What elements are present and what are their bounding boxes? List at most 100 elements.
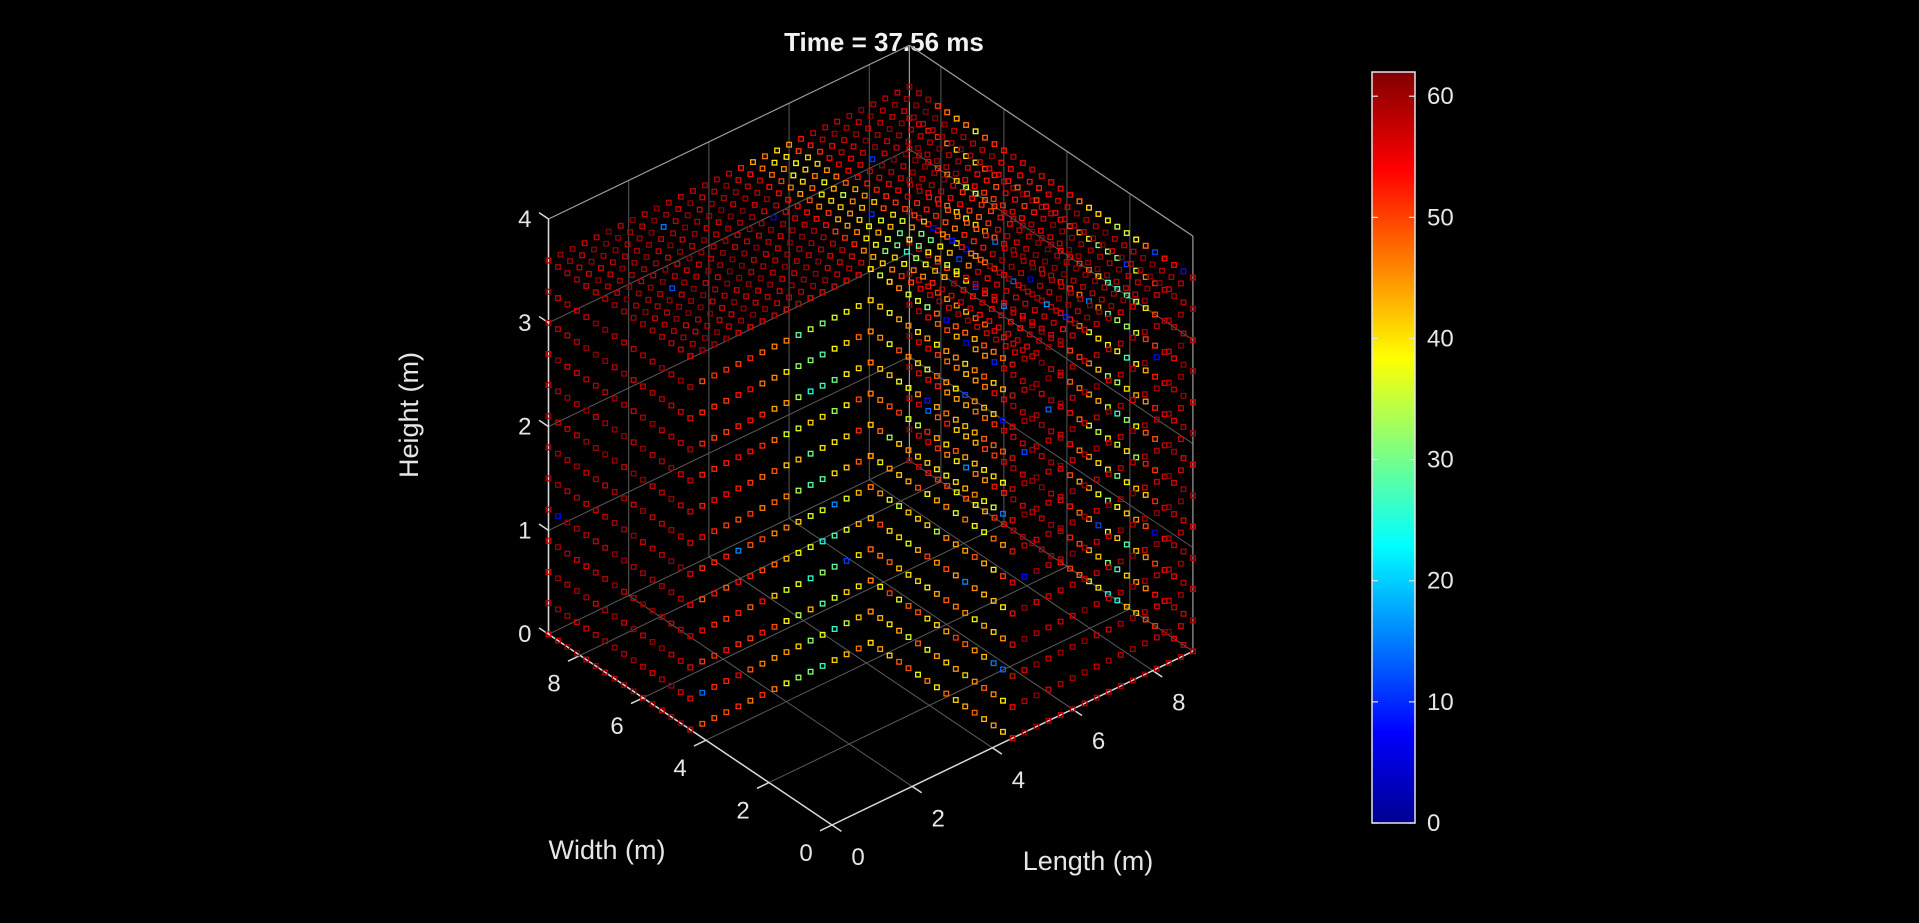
data-point: [924, 151, 931, 158]
data-point: [771, 499, 778, 506]
data-point: [771, 159, 778, 166]
data-point: [977, 256, 984, 263]
data-point: [943, 410, 950, 417]
data-point: [762, 153, 768, 160]
data-point: [1057, 497, 1064, 503]
data-point: [1097, 253, 1104, 260]
data-point: [1133, 454, 1140, 461]
data-point: [583, 376, 590, 383]
data-point: [905, 665, 912, 672]
data-point: [1014, 184, 1021, 191]
x-tick: [911, 785, 923, 794]
data-point: [969, 293, 976, 300]
data-point: [695, 316, 701, 323]
data-point: [645, 296, 652, 303]
data-point: [884, 138, 891, 145]
data-point: [1000, 490, 1007, 496]
chart-title: Time = 37.56 ms: [784, 27, 984, 57]
data-point: [583, 469, 590, 476]
data-point: [630, 470, 637, 477]
data-point: [932, 267, 939, 274]
data-point: [870, 101, 877, 108]
data-point: [1021, 355, 1028, 362]
data-point: [830, 185, 837, 192]
data-point: [1008, 263, 1015, 270]
data-point: [677, 440, 684, 446]
data-point: [630, 595, 637, 601]
data-point: [621, 370, 628, 377]
data-point: [684, 212, 691, 219]
data-point: [707, 255, 714, 262]
data-point: [854, 174, 861, 181]
data-point: [668, 558, 675, 565]
data-point: [783, 618, 790, 624]
data-point: [706, 212, 713, 219]
data-point: [681, 279, 688, 286]
data-point: [915, 245, 922, 252]
data-point: [717, 262, 724, 269]
data-point: [1029, 415, 1036, 422]
data-point: [972, 315, 979, 322]
data-point: [759, 411, 766, 418]
data-point: [795, 394, 802, 401]
data-point: [1033, 381, 1040, 387]
data-point: [622, 253, 628, 260]
data-point: [747, 324, 754, 330]
data-point: [653, 205, 660, 212]
data-point: [564, 332, 571, 339]
data-point: [925, 96, 932, 103]
data-point: [1095, 584, 1102, 591]
data-point: [1081, 482, 1088, 489]
data-point: [915, 370, 922, 377]
data-point: [933, 559, 940, 566]
data-point: [807, 637, 814, 644]
data-point: [1153, 665, 1160, 672]
data-point: [621, 526, 628, 533]
data-point: [711, 434, 718, 441]
data-point: [1009, 704, 1016, 710]
data-point: [1069, 394, 1076, 401]
data-point: [1076, 198, 1083, 205]
data-point: [1104, 272, 1110, 279]
data-point: [1000, 202, 1006, 209]
data-point: [915, 515, 921, 522]
data-point: [668, 682, 675, 689]
data-point: [988, 153, 995, 160]
data-point: [1123, 292, 1130, 299]
data-point: [677, 346, 684, 353]
data-point: [1153, 634, 1160, 641]
data-point: [727, 213, 734, 220]
data-point: [939, 286, 945, 293]
data-point: [990, 629, 997, 635]
data-point: [855, 521, 862, 527]
data-point: [1009, 517, 1016, 524]
data-point: [990, 348, 997, 355]
data-point: [1093, 694, 1100, 701]
data-point: [1152, 498, 1159, 505]
data-point: [564, 612, 571, 619]
data-point: [735, 329, 742, 336]
data-point: [611, 457, 618, 464]
data-point: [859, 204, 866, 211]
data-point: [1133, 329, 1140, 336]
data-point: [1096, 308, 1103, 315]
data-point: [652, 315, 658, 322]
data-point: [545, 413, 552, 420]
data-point: [1114, 379, 1121, 386]
data-point: [972, 128, 979, 135]
data-point: [1123, 603, 1130, 610]
data-point: [1018, 270, 1025, 277]
data-point: [952, 170, 959, 177]
data-point: [583, 314, 590, 321]
data-point: [963, 122, 970, 128]
data-point: [1061, 216, 1068, 223]
data-point: [956, 256, 963, 263]
data-point: [1171, 261, 1177, 268]
y-tick-label: 4: [673, 755, 686, 782]
data-point: [1021, 449, 1028, 456]
data-point: [915, 578, 921, 585]
data-point: [1069, 457, 1076, 464]
data-point: [672, 218, 679, 225]
data-point: [1133, 392, 1140, 399]
data-point: [1165, 473, 1172, 479]
